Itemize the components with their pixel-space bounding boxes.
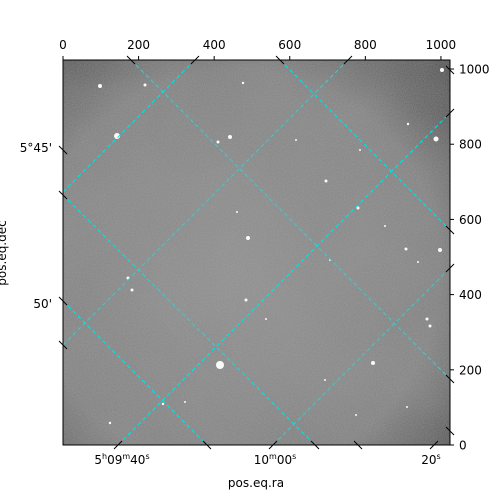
- world-tick-mark: [58, 296, 68, 306]
- grid-line: [63, 60, 196, 193]
- star: [241, 81, 245, 85]
- star: [295, 139, 297, 141]
- x-tick-label: 0: [59, 38, 67, 52]
- star: [356, 206, 360, 210]
- world-tick-mark: [429, 440, 439, 450]
- y-tick-label: 0: [459, 439, 467, 453]
- x-tick-label: 200: [127, 38, 150, 52]
- ra-tick-label: 5h​09m​40s​: [94, 452, 149, 467]
- ra-tick-label: 10m​00s​: [254, 452, 297, 467]
- y-tick-label: 400: [459, 288, 482, 302]
- world-tick-mark: [58, 145, 68, 155]
- star: [433, 136, 439, 142]
- world-tick-mark: [268, 440, 278, 450]
- world-tick-mark: [202, 440, 212, 450]
- y-tick-label: 1000: [459, 63, 490, 77]
- world-tick-mark: [445, 108, 455, 118]
- x-tick-label: 1000: [426, 38, 457, 52]
- star: [244, 298, 248, 302]
- star: [404, 247, 408, 251]
- star: [184, 401, 186, 403]
- world-tick-mark: [445, 225, 455, 235]
- star: [428, 324, 432, 328]
- coordinate-grid: [63, 60, 450, 445]
- star: [265, 318, 267, 320]
- star: [98, 84, 102, 88]
- star: [438, 248, 442, 252]
- y-axis-label: pos.eq.dec: [0, 220, 9, 285]
- star: [355, 414, 357, 416]
- world-tick-mark: [58, 340, 68, 350]
- grid-line: [63, 300, 208, 445]
- y-tick-label: 600: [459, 213, 482, 227]
- star: [425, 317, 429, 321]
- star: [161, 402, 165, 406]
- world-tick-mark: [310, 440, 320, 450]
- world-tick-mark: [445, 263, 455, 273]
- star: [114, 133, 120, 139]
- world-tick-mark: [126, 55, 136, 65]
- ra-tick-label: 20s​: [421, 452, 440, 467]
- grid-line: [63, 194, 316, 445]
- star: [371, 361, 375, 365]
- plot-frame: [62, 59, 451, 446]
- star: [324, 379, 326, 381]
- star: [130, 288, 134, 292]
- star: [236, 211, 238, 213]
- axis-ticks: [58, 55, 455, 450]
- y-tick-label: 800: [459, 138, 482, 152]
- y-tick-label: 200: [459, 363, 482, 377]
- grid-line: [117, 112, 450, 445]
- star: [324, 179, 328, 183]
- world-tick-mark: [445, 426, 455, 436]
- grid-line: [130, 60, 450, 380]
- star: [216, 140, 220, 144]
- star: [246, 236, 250, 240]
- world-tick-mark: [343, 55, 353, 65]
- world-tick-mark: [58, 190, 68, 200]
- world-tick-mark: [275, 55, 285, 65]
- sky-image: [63, 60, 450, 445]
- star: [440, 68, 444, 72]
- star: [143, 83, 147, 87]
- world-tick-mark: [353, 440, 363, 450]
- dec-tick-label: 5°45': [20, 141, 52, 155]
- star: [417, 261, 419, 263]
- star: [406, 122, 410, 126]
- grid-line: [279, 60, 450, 231]
- world-tick-mark: [190, 55, 200, 65]
- star: [406, 406, 408, 408]
- x-axis-label: pos.eq.ra: [228, 476, 284, 490]
- dec-tick-label: 50': [33, 297, 52, 311]
- world-tick-mark: [445, 374, 455, 384]
- star: [228, 135, 232, 139]
- tick-labels: 0 200 400 600 800 1000 0 200 400 600 800 1000 5h​09m…: [20, 38, 490, 467]
- star: [108, 421, 112, 425]
- star: [359, 149, 361, 151]
- star-field: [98, 68, 444, 425]
- star: [384, 225, 386, 227]
- x-tick-label: 600: [278, 38, 301, 52]
- x-tick-label: 800: [354, 38, 377, 52]
- star: [216, 361, 224, 369]
- world-tick-mark: [113, 440, 123, 450]
- world-tick-mark: [445, 65, 455, 75]
- x-tick-label: 400: [203, 38, 226, 52]
